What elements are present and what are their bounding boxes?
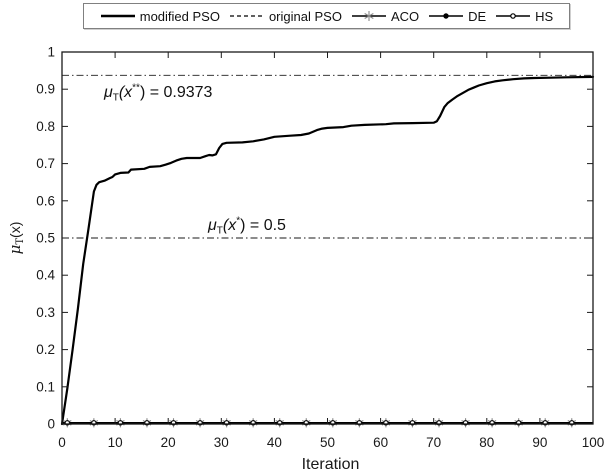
x-axis-label: Iteration (302, 456, 360, 473)
legend-label: ACO (390, 8, 420, 24)
y-tick-label: 1 (47, 45, 55, 60)
y-tick-label: 0.1 (36, 379, 55, 394)
x-tick-label: 40 (267, 435, 282, 450)
y-tick-label: 0.8 (36, 119, 55, 134)
y-tick-label: 0.6 (36, 193, 55, 208)
legend-item-aco: ACO (351, 9, 419, 24)
legend: modified PSO original PSO ACO DE HS (83, 3, 570, 29)
y-tick-label: 0 (47, 417, 55, 432)
y-axis-ticks (62, 51, 593, 425)
y-axis-label: μT(x) (6, 222, 26, 255)
annotation-0.9373: μT(x**) = 0.9373 (103, 83, 213, 104)
legend-item-original-pso: original PSO (229, 9, 342, 24)
series-curve-modified-pso (60, 75, 595, 426)
legend-label: DE (468, 8, 487, 24)
y-tick-labels: 0 0.1 0.2 0.3 0.4 0.5 0.6 0.7 0.8 0.9 1 (36, 45, 55, 432)
y-tick-label: 0.3 (36, 305, 55, 320)
x-tick-label: 50 (320, 435, 335, 450)
x-tick-label: 30 (214, 435, 229, 450)
x-tick-label: 0 (58, 435, 66, 450)
y-tick-label: 0.2 (36, 342, 55, 357)
y-tick-label: 0.5 (36, 231, 55, 246)
x-axis-ticks (61, 52, 594, 424)
x-tick-label: 10 (108, 435, 123, 450)
legend-item-de: DE (428, 9, 486, 24)
x-tick-label: 20 (161, 435, 176, 450)
legend-item-hs: HS (495, 9, 553, 24)
legend-label: original PSO (268, 8, 342, 24)
legend-label: HS (535, 8, 554, 24)
x-tick-label: 60 (373, 435, 388, 450)
x-tick-label: 100 (582, 435, 605, 450)
y-tick-label: 0.7 (36, 156, 55, 171)
line-asterisk-icon (351, 11, 386, 21)
legend-item-modified-pso: modified PSO (100, 9, 220, 24)
dashed-line-icon (229, 15, 264, 17)
x-tick-label: 90 (532, 435, 547, 450)
solid-line-icon (100, 14, 135, 18)
y-tick-label: 0.4 (36, 268, 55, 283)
x-tick-label: 80 (479, 435, 494, 450)
legend-label: modified PSO (139, 8, 220, 24)
annotation-0.5: μT(x*) = 0.5 (207, 216, 286, 237)
asterisk-marker (364, 11, 374, 21)
x-tick-labels: 0 10 20 30 40 50 60 70 80 90 100 (58, 435, 604, 450)
line-open-circle-icon (496, 13, 531, 19)
y-tick-label: 0.9 (36, 82, 55, 97)
line-filled-dot-icon (429, 13, 464, 19)
x-tick-label: 70 (426, 435, 441, 450)
